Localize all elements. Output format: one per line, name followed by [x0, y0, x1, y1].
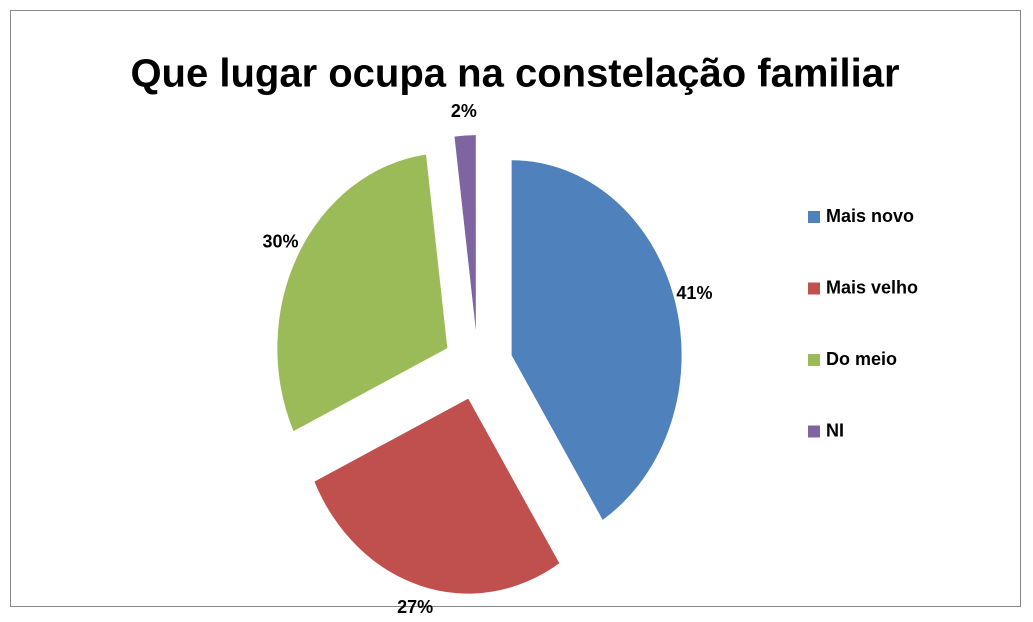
data-label: 30% [262, 232, 298, 252]
pie-slice [314, 398, 560, 594]
pie-slice [277, 154, 448, 432]
data-label: 41% [676, 283, 712, 303]
pie-slice [511, 160, 682, 520]
data-label: 2% [451, 101, 477, 121]
legend-swatch [808, 425, 820, 438]
legend-swatch [808, 354, 820, 366]
legend-swatch [808, 211, 820, 223]
data-label: 27% [397, 597, 433, 617]
pie-slice [454, 135, 476, 331]
chart-title: Que lugar ocupa na constelação familiar [130, 52, 899, 96]
legend-swatch [808, 282, 820, 295]
legend-label: Mais velho [826, 277, 918, 297]
legend-label: Do meio [826, 349, 897, 369]
legend-label: Mais novo [826, 206, 914, 226]
legend-label: NI [826, 420, 844, 440]
